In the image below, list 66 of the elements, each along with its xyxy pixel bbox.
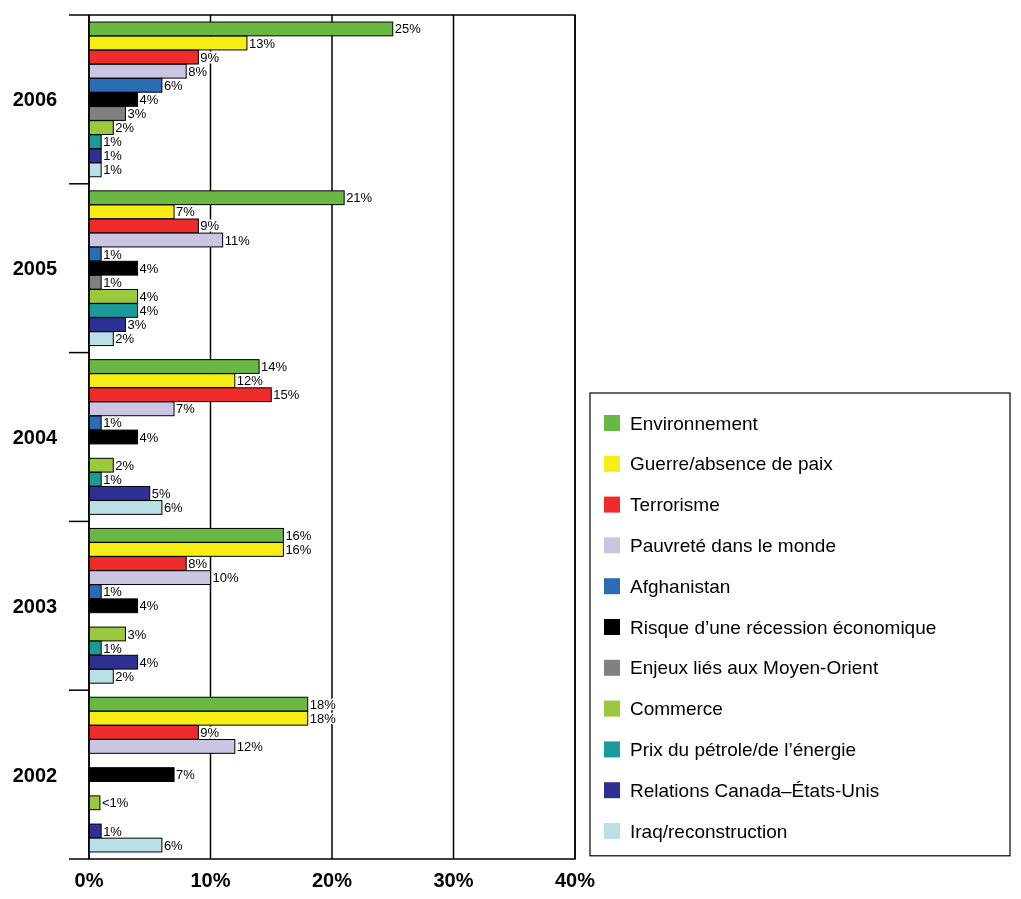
data-label: 4% [139,260,159,276]
data-label: 7% [176,767,196,783]
x-tick-label: 20% [311,869,353,891]
legend-label: Prix du pétrole/de l’énergie [630,739,857,761]
data-label: 12% [236,738,264,754]
data-label: <1% [101,795,129,811]
y-tick-label: 2005 [12,257,58,280]
data-label: 16% [285,527,312,543]
data-label: 12% [236,373,264,389]
data-label: 1% [103,415,123,431]
data-label: 1% [103,148,123,164]
data-label: 2% [115,120,135,136]
data-label: 13% [248,35,276,51]
legend-label: Afghanistan [630,575,731,597]
data-label: 1% [103,162,123,178]
y-tick-label: 2003 [12,594,58,617]
x-tick-label: 0% [74,869,104,891]
data-label: 7% [176,204,196,220]
legend-label: Guerre/absence de paix [630,453,834,475]
x-tick-label: 10% [190,869,231,891]
data-label: 2% [115,331,135,347]
legend-label: Environnement [630,412,759,434]
data-label: 8% [188,556,208,572]
data-label: 16% [285,541,312,557]
x-tick-label: 30% [433,869,474,891]
data-label: 4% [139,303,159,319]
data-label: 6% [163,500,184,516]
data-label: 10% [212,570,239,586]
y-tick-label: 2006 [12,88,58,111]
data-label: 8% [188,63,208,79]
legend-label: Risque d’une récession économique [630,616,937,638]
data-label: 1% [103,471,123,487]
data-label: 1% [103,274,123,290]
legend-label: Commerce [630,698,723,720]
data-label: 2% [115,668,135,684]
data-label: 7% [176,401,196,417]
data-label: 21% [346,190,373,206]
data-label: 15% [273,387,300,403]
data-label: 1% [103,823,123,839]
data-label: 25% [394,21,422,37]
data-label: 1% [103,640,123,656]
legend-label: Iraq/reconstruction [630,820,788,842]
data-label: 4% [139,288,159,304]
legend-label: Enjeux liés aux Moyen-Orient [630,657,879,679]
data-label: 4% [139,91,159,107]
data-label: 11% [224,232,251,248]
data-label: 5% [151,485,171,501]
data-label: 3% [127,106,147,122]
y-tick-label: 2002 [12,763,58,786]
data-label: 1% [103,246,123,262]
data-label: 4% [139,654,159,670]
data-label: 3% [127,317,147,333]
data-label: 1% [103,134,123,150]
y-tick-label: 2004 [12,426,59,448]
x-tick-label: 40% [554,869,596,891]
data-label: 4% [139,429,159,445]
data-label: 2% [115,457,135,473]
data-label: 14% [261,359,288,375]
data-label: 6% [163,837,184,853]
legend-label: Pauvreté dans le monde [630,535,836,557]
data-label: 3% [127,626,147,642]
legend-label: Relations Canada–États-Unis [630,779,880,801]
data-label: 1% [103,584,123,600]
data-label: 6% [163,77,184,93]
legend-label: Terrorisme [630,494,720,516]
data-label: 4% [139,598,159,614]
